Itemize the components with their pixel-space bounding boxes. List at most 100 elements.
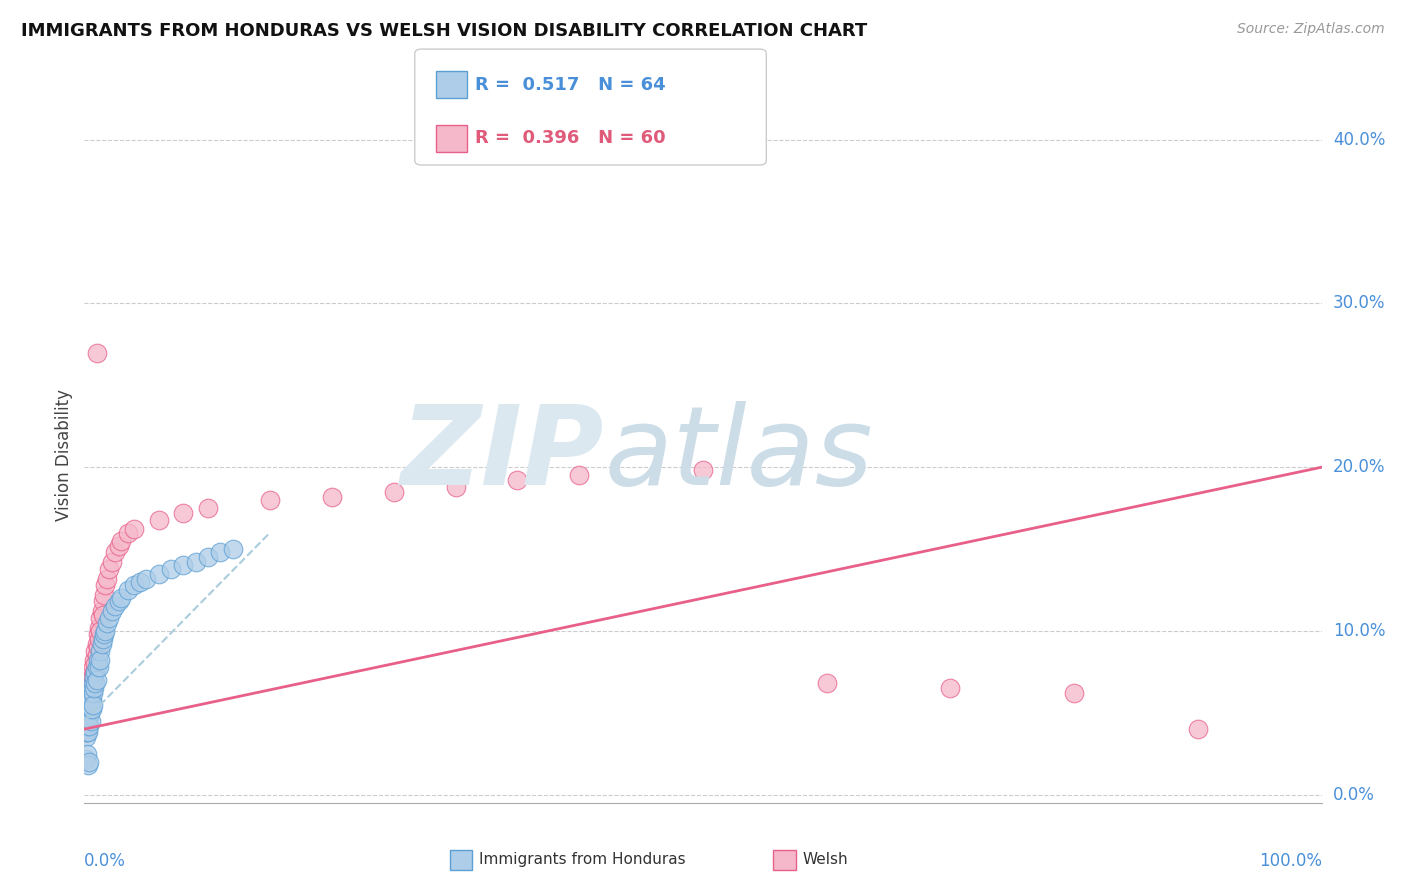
Point	[91, 607, 114, 622]
Point	[110, 591, 132, 606]
Point	[82, 670, 104, 684]
Point	[135, 572, 157, 586]
Point	[184, 555, 207, 569]
Point	[83, 670, 105, 684]
Point	[75, 719, 97, 733]
Point	[122, 578, 145, 592]
Point	[86, 648, 108, 663]
Point	[76, 747, 98, 761]
Point	[80, 702, 103, 716]
Point	[122, 523, 145, 537]
Point	[80, 681, 103, 696]
Point	[79, 709, 101, 723]
Point	[80, 670, 103, 684]
Point	[80, 692, 103, 706]
Point	[692, 463, 714, 477]
Y-axis label: Vision Disability: Vision Disability	[55, 389, 73, 521]
Point	[79, 673, 101, 687]
Point	[90, 604, 112, 618]
Text: 0.0%: 0.0%	[1333, 786, 1375, 804]
Point	[83, 681, 105, 696]
Point	[79, 692, 101, 706]
Point	[84, 676, 107, 690]
Point	[89, 632, 111, 646]
Point	[104, 545, 127, 559]
Point	[84, 643, 107, 657]
Point	[1187, 722, 1209, 736]
Point	[148, 566, 170, 581]
Point	[117, 525, 139, 540]
Point	[382, 484, 405, 499]
Point	[172, 558, 194, 573]
Point	[87, 640, 110, 655]
Point	[82, 676, 104, 690]
Point	[89, 643, 111, 657]
Point	[100, 555, 122, 569]
Point	[1063, 686, 1085, 700]
Point	[79, 706, 101, 720]
Point	[79, 702, 101, 716]
Point	[444, 480, 467, 494]
Point	[76, 706, 98, 720]
Point	[104, 599, 127, 614]
Text: 0.0%: 0.0%	[84, 852, 127, 870]
Text: 30.0%: 30.0%	[1333, 294, 1385, 312]
Point	[568, 468, 591, 483]
Point	[84, 657, 107, 671]
Point	[76, 722, 98, 736]
Point	[75, 719, 97, 733]
Point	[89, 660, 111, 674]
Point	[82, 698, 104, 712]
Point	[939, 681, 962, 696]
Point	[87, 627, 110, 641]
Text: R =  0.517   N = 64: R = 0.517 N = 64	[475, 76, 666, 94]
Point	[76, 725, 98, 739]
Point	[79, 692, 101, 706]
Point	[75, 731, 97, 745]
Point	[80, 681, 103, 696]
Text: Welsh: Welsh	[803, 853, 848, 867]
Point	[75, 722, 97, 736]
Point	[79, 719, 101, 733]
Point	[100, 604, 122, 618]
Point	[86, 660, 108, 674]
Point	[79, 686, 101, 700]
Point	[77, 702, 100, 716]
Point	[79, 714, 101, 728]
Point	[87, 653, 110, 667]
Point	[83, 665, 105, 679]
Point	[815, 676, 838, 690]
Point	[76, 698, 98, 712]
Point	[197, 501, 219, 516]
Point	[77, 698, 100, 712]
Point	[77, 714, 100, 728]
Point	[79, 681, 101, 696]
Point	[506, 473, 529, 487]
Point	[79, 692, 101, 706]
Point	[172, 506, 194, 520]
Text: 100.0%: 100.0%	[1258, 852, 1322, 870]
Point	[91, 594, 114, 608]
Point	[86, 637, 108, 651]
Text: Immigrants from Honduras: Immigrants from Honduras	[479, 853, 686, 867]
Point	[129, 574, 152, 589]
Point	[86, 673, 108, 687]
Point	[77, 709, 100, 723]
Point	[259, 492, 281, 507]
Point	[94, 578, 117, 592]
Text: 10.0%: 10.0%	[1333, 622, 1385, 640]
Point	[98, 611, 121, 625]
Point	[79, 706, 101, 720]
Point	[93, 627, 115, 641]
Point	[75, 725, 97, 739]
Point	[79, 686, 101, 700]
Point	[76, 714, 98, 728]
Point	[98, 562, 121, 576]
Point	[90, 637, 112, 651]
Point	[76, 714, 98, 728]
Point	[94, 624, 117, 638]
Point	[76, 706, 98, 720]
Point	[96, 572, 118, 586]
Point	[75, 751, 97, 765]
Point	[108, 539, 131, 553]
